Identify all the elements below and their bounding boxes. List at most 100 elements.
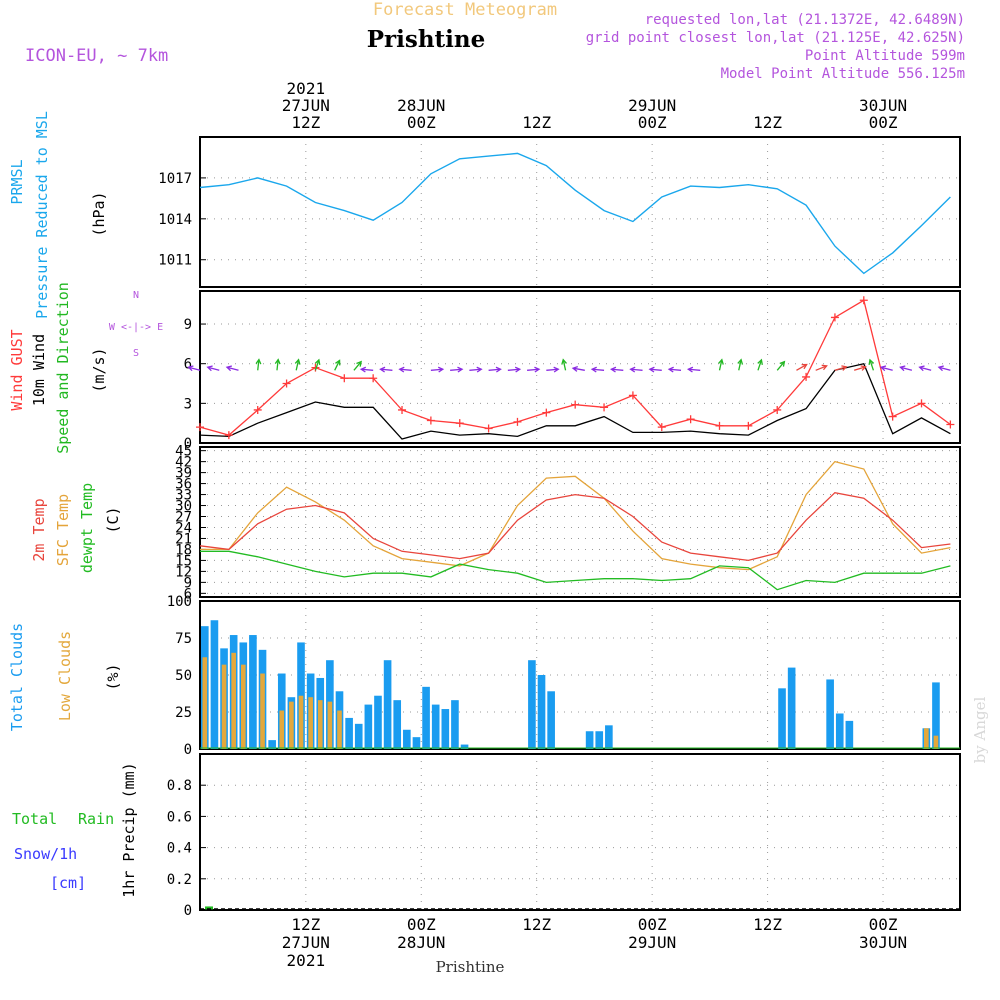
y-tick-label: 0 <box>184 742 192 758</box>
wind-arrow-head <box>801 363 808 370</box>
low-cloud-bar <box>317 700 323 749</box>
low-cloud-bar <box>260 673 265 749</box>
low-cloud-bar <box>289 701 294 749</box>
pressure-line <box>199 152 951 275</box>
dewpt-line <box>200 550 951 591</box>
wind-arrow-head <box>534 366 541 373</box>
wind-arrow-head <box>314 358 321 365</box>
bottom-time-label: 27JUN <box>282 933 330 952</box>
gust-marker <box>282 379 291 388</box>
wind-arrow <box>919 366 932 371</box>
gust-marker <box>196 423 204 432</box>
wind-arrow-head <box>514 366 522 373</box>
wind-gust-label: Wind GUST <box>8 329 26 410</box>
wind-arrow-head <box>918 365 925 372</box>
wind-arrow-head <box>379 366 386 373</box>
station-title: Prishtine <box>367 26 486 53</box>
bottom-time-label: 29JUN <box>628 933 676 952</box>
y-tick-label: 18 <box>175 542 192 558</box>
y-tick-label: 0 <box>184 436 192 452</box>
panel-frame <box>199 753 961 911</box>
wind-arrow-head <box>860 365 867 371</box>
wind-arrow-head <box>610 366 617 373</box>
y-tick-label: 1011 <box>158 253 192 269</box>
panel-frame <box>199 600 961 750</box>
wind-unit: (m/s) <box>90 347 108 392</box>
gust-marker <box>571 400 580 409</box>
gust-marker <box>542 408 551 417</box>
total-cloud-bar <box>605 725 613 749</box>
y-tick-label: 75 <box>175 631 192 647</box>
y-tick-label: 24 <box>175 520 192 536</box>
total-cloud-bar <box>826 679 834 749</box>
y-tick-label: 50 <box>175 668 192 684</box>
gust-marker <box>686 415 695 424</box>
snow-unit-label: [cm] <box>50 874 86 892</box>
gust-marker <box>398 405 407 414</box>
wind-panel: 0 3 6 9 <box>184 290 961 452</box>
wind-arrow <box>869 359 875 371</box>
precip-panel: 0 0.2 0.4 0.6 0.8 <box>167 753 961 919</box>
wind-arrow-head <box>561 358 567 365</box>
y-tick-label: 1014 <box>158 212 192 228</box>
wind-arrow <box>880 366 893 371</box>
wind-arrow <box>430 368 443 371</box>
total-cloud-bar <box>845 720 854 749</box>
wind-arrow-head <box>757 358 763 365</box>
wind-arrow <box>207 366 220 371</box>
bottom-time-label: 2021 <box>287 951 326 970</box>
panel-frame <box>199 136 961 288</box>
wind-arrow-head <box>495 366 502 373</box>
wind-arrow-head <box>206 365 213 372</box>
wind-arrow <box>334 360 341 371</box>
wind-arrow-head <box>294 358 301 365</box>
low-cloud-bar <box>933 735 939 749</box>
wind-arrow <box>399 368 412 371</box>
y-tick-label: 45 <box>175 444 192 460</box>
wind-arrow-head <box>899 365 906 372</box>
wind-arrow <box>488 368 501 371</box>
total-cloud-bar <box>787 667 796 749</box>
total-cloud-bar <box>585 731 594 749</box>
compass-s: S <box>133 348 139 359</box>
total-cloud-bar <box>210 620 219 749</box>
bottom-time-label: 30JUN <box>859 933 907 952</box>
low-cloud-bar <box>279 710 285 749</box>
y-tick-label: 21 <box>175 531 192 547</box>
wind-arrow <box>815 365 827 371</box>
wind-arrow-head <box>255 358 262 365</box>
bottom-time-label: 00Z <box>869 915 898 934</box>
panel-frame <box>199 446 961 598</box>
wind-arrow <box>611 368 624 371</box>
wind-arrow <box>572 367 585 371</box>
low-cloud-bar <box>337 710 342 749</box>
wind-arrow <box>900 366 913 371</box>
gust-marker <box>744 421 753 430</box>
y-tick-label: 0.4 <box>167 841 192 857</box>
total-cloud-bar <box>932 682 940 749</box>
wind-arrow-head <box>476 366 483 373</box>
gust-marker <box>917 399 926 408</box>
wind-arrow <box>295 359 300 371</box>
t2m-line <box>199 491 951 562</box>
pressure-panel: 1011 1014 1017 <box>158 136 961 288</box>
sfc-label: SFC Temp <box>54 494 72 566</box>
wind-arrow <box>649 368 662 371</box>
wind-arrow <box>630 368 643 371</box>
wind-arrow-head <box>868 358 875 365</box>
low-cloud-bar <box>231 652 236 749</box>
total-cloud-bar <box>778 688 786 749</box>
wind-arrow-head <box>879 365 887 372</box>
low-cloud-bar <box>327 701 333 749</box>
pressure-label-2: Pressure Reduced to MSL <box>33 111 51 319</box>
wind-arrow <box>757 359 763 371</box>
total-cloud-bar <box>345 717 353 749</box>
y-tick-label: 6 <box>184 586 192 602</box>
gust-marker <box>426 416 435 425</box>
total-cloud-bar <box>374 695 382 749</box>
wind-arrow-head <box>553 366 560 373</box>
wind-arrow <box>688 368 701 371</box>
gust-marker <box>715 421 724 430</box>
y-tick-label: 36 <box>175 477 192 493</box>
